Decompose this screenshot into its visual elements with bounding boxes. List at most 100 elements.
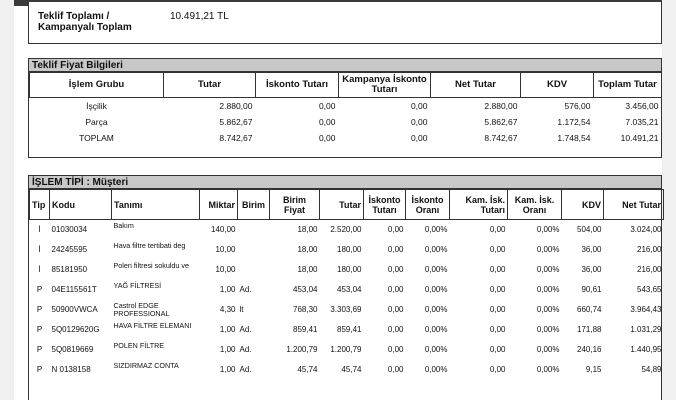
tanimi-cell: Hava filtre tertibati deg [113,240,186,250]
birim-fiyat-cell: 859,41 [293,325,318,334]
iskonto-orani-cell: 0,00% [424,325,448,334]
kdv-cell: 240,16 [577,345,602,354]
net-tutar-cell: 1.031,29 [630,325,662,334]
price-value-cell: 1.172,54 [557,116,591,127]
price-value-cell: 0,00 [410,116,428,127]
birim-cell: Ad. [239,365,252,374]
kodu-cell: 5Q0129620G [51,325,100,334]
col-header-kdv: KDV [520,72,594,98]
col-header-kam-isk-orani: Kam. İsk. Oranı [507,189,562,220]
tanimi-cell: Castrol EDGE PROFESSIONAL [113,300,170,318]
miktar-cell: 10,00 [215,245,236,254]
kdv-cell: 171,88 [577,325,602,334]
operation-row: P 5Q0129620G HAVA FİLTRE ELEMANI 1,00 Ad. 859… [30,320,664,340]
kodu-cell: 50900VWCA [51,305,98,314]
iskonto-orani-cell: 0,00% [424,345,448,354]
col-header-iskonto-tutari: İskonto Tutarı [255,72,339,98]
price-value-cell: 5.862,67 [219,116,253,127]
price-value-cell: 576,00 [564,100,591,111]
net-tutar-cell: 3.024,00 [630,225,662,235]
net-tutar-cell: 54,89 [641,365,662,374]
kdv-cell: 90,61 [581,285,602,294]
operation-section: İŞLEM TİPİ : Müşteri Tip Kodu Tanımı Mik… [28,175,664,400]
tip-cell: İ [38,265,41,274]
net-tutar-cell: 216,00 [637,265,662,274]
tanimi-cell: Bakım [113,221,134,230]
price-group-cell: TOPLAM [79,132,114,143]
kodu-cell: N 0138158 [51,365,91,374]
iskonto-tutari-cell: 0,00 [387,245,404,254]
price-group-cell: İşçilik [86,100,107,111]
tanimi-cell: POLEN FİLTRE [113,340,165,350]
price-value-cell: 0,00 [318,132,336,143]
kdv-cell: 9,15 [585,365,602,374]
price-info-title: Teklif Fiyat Bilgileri [29,59,661,72]
tanimi-cell: YAĞ FİLTRESİ [113,280,162,290]
birim-cell: Ad. [239,345,252,354]
price-value-cell: 2.880,00 [484,100,518,111]
kdv-cell: 504,00 [577,225,602,235]
kam-isk-tutari-cell: 0,00 [489,345,506,354]
birim-cell [238,240,270,260]
col-header-net-tutar: Net Tutar [603,189,664,220]
col-header-kam-isk-tutari: Kam. İsk. Tutarı [449,189,508,220]
tip-cell: İ [38,225,41,235]
kam-isk-orani-cell: 0,00% [536,345,560,354]
tutar-cell: 180,00 [337,245,362,254]
kdv-cell: 36,00 [581,245,602,254]
birim-cell: Ad. [239,325,252,334]
iskonto-tutari-cell: 0,00 [387,225,404,235]
price-value-cell: 0,00 [318,116,336,127]
kam-isk-orani-cell: 0,00% [536,365,560,374]
col-header-tutar: Tutar [163,72,256,98]
col-header-birim-fiyat: Birim Fiyat [269,189,320,220]
price-info-section: Teklif Fiyat Bilgileri İşlem Grubu Tutar… [28,58,662,158]
operation-row: P 50900VWCA Castrol EDGE PROFESSIONAL 4,30 l… [30,300,664,320]
net-tutar-cell: 543,65 [637,285,662,294]
birim-fiyat-cell: 768,30 [293,305,318,314]
tanimi-cell: HAVA FİLTRE ELEMANI [113,320,192,330]
price-group-cell: Parça [85,116,108,127]
kam-isk-orani-cell: 0,00% [536,265,560,274]
birim-fiyat-cell: 1.200,79 [286,345,318,354]
birim-cell: lt [239,305,244,314]
tutar-cell: 3.303,69 [330,305,362,314]
miktar-cell: 140,00 [211,225,236,235]
iskonto-orani-cell: 0,00% [424,365,448,374]
kam-isk-tutari-cell: 0,00 [489,245,506,254]
col-header-net-tutar: Net Tutar [430,72,521,98]
net-tutar-cell: 216,00 [637,245,662,254]
iskonto-tutari-cell: 0,00 [387,305,404,314]
col-header-miktar: Miktar [199,189,238,220]
col-header-tutar: Tutar [319,189,364,220]
iskonto-tutari-cell: 0,00 [387,365,404,374]
tip-cell: P [36,325,43,334]
page-margin-left [0,0,14,400]
kam-isk-tutari-cell: 0,00 [489,325,506,334]
kodu-cell: 24245595 [51,245,88,254]
tanimi-cell: SIZDIRMAZ CONTA [113,360,179,370]
miktar-cell: 1,00 [219,345,236,354]
price-info-row: Parça 5.862,67 0,00 0,00 5.862,67 1.172,54 7.0… [30,114,662,130]
kam-isk-tutari-cell: 0,00 [489,265,506,274]
operation-row: İ 24245595 Hava filtre tertibati deg 10,00 1… [30,240,664,260]
price-value-cell: 1.748,54 [557,132,591,143]
summary-value: 10.491,21 TL [170,11,229,22]
tip-cell: P [36,285,43,294]
kam-isk-tutari-cell: 0,00 [489,225,506,235]
operation-row: P 5Q0819669 POLEN FİLTRE 1,00 Ad. 1.200,79 1.2… [30,340,664,360]
price-value-cell: 3.456,00 [625,100,659,111]
operation-header-row: Tip Kodu Tanımı Miktar Birim Birim Fiyat… [29,189,664,220]
kam-isk-orani-cell: 0,00% [536,285,560,294]
kodu-cell: 01030034 [51,225,88,235]
iskonto-orani-cell: 0,00% [424,285,448,294]
price-value-cell: 8.742,67 [219,132,253,143]
col-header-toplam-tutar: Toplam Tutar [593,72,662,98]
miktar-cell: 1,00 [219,325,236,334]
birim-fiyat-cell: 18,00 [297,245,318,254]
operation-row: İ 85181950 Polen filtresi sokuldu ve 10,00 1… [30,260,664,280]
iskonto-tutari-cell: 0,00 [387,265,404,274]
operation-row: İ 01030034 Bakım 140,00 18,00 2.520,00 0,00 0,0… [30,220,664,240]
birim-cell: Ad. [239,285,252,294]
tip-cell: İ [38,245,41,254]
